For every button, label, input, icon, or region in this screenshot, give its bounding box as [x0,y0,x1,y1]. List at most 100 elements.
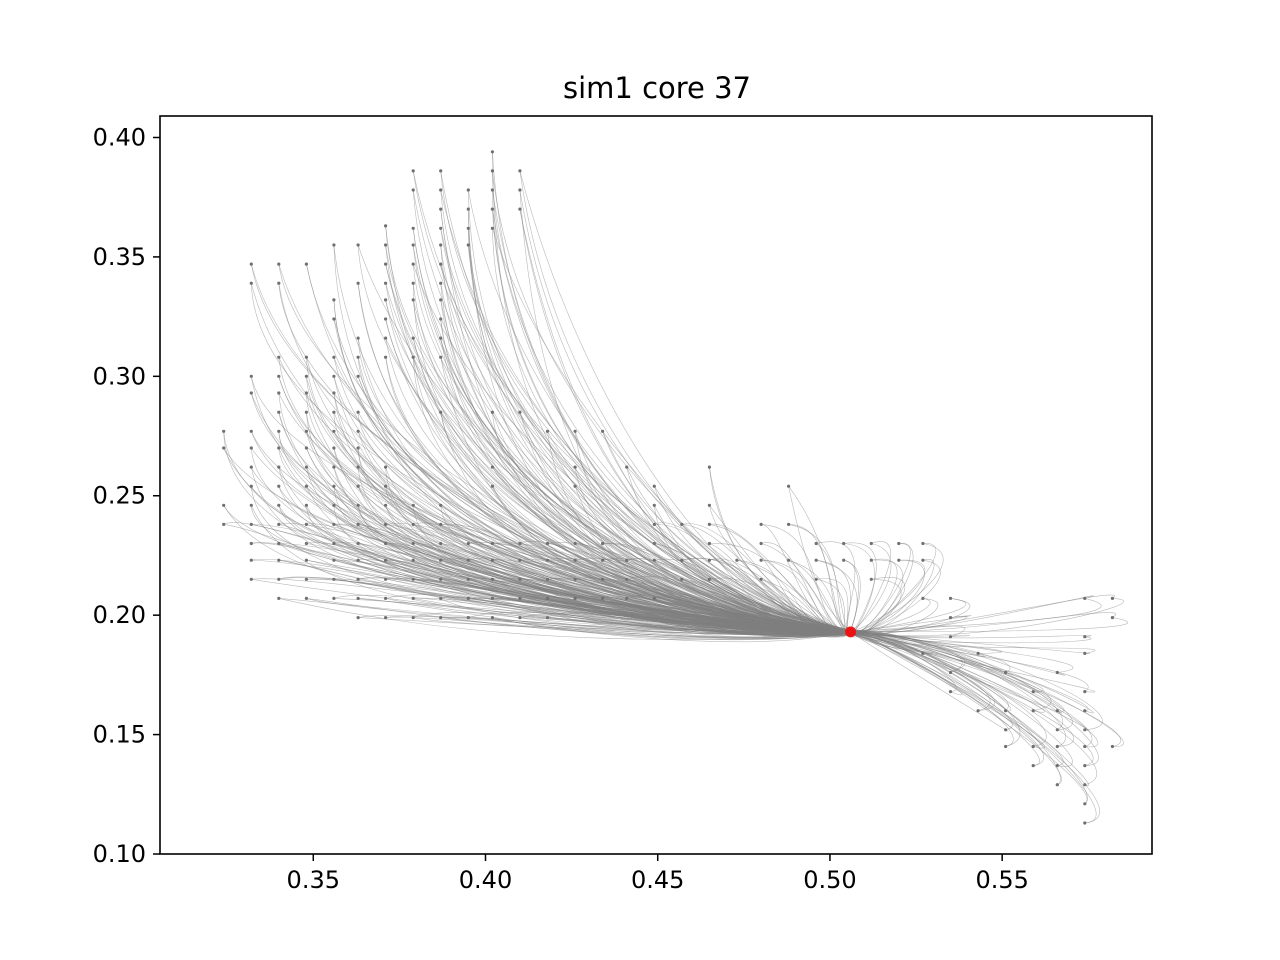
start-point [814,541,818,546]
trajectory-line [681,579,850,638]
start-point [356,616,360,620]
y-tick-label: 0.35 [93,243,146,271]
start-point [1004,670,1008,675]
trajectory-line [736,559,848,632]
trajectory-line [788,486,852,633]
start-point [332,522,336,527]
start-point [466,188,470,192]
trajectory-lines [223,151,1129,824]
y-tick-label: 0.25 [93,482,146,510]
start-point [384,355,388,359]
start-point [625,558,629,562]
start-point [356,410,360,414]
start-point [439,616,443,620]
start-point [573,465,577,469]
start-point [466,596,470,601]
trajectory-line [440,596,853,631]
start-point [277,558,281,562]
trajectory-line [440,617,853,637]
start-point [356,558,360,562]
start-point [1110,616,1114,620]
start-point [439,207,443,211]
trajectory-line [849,617,1129,632]
y-tick-label: 0.20 [93,601,146,629]
start-point [545,616,550,620]
start-point [842,541,846,546]
start-point [411,541,415,546]
start-point [277,410,281,414]
end-cluster [845,626,857,638]
start-point [652,596,656,601]
start-point [411,522,415,527]
start-point [411,169,415,173]
trajectory-line [519,613,854,633]
start-point [304,503,308,507]
trajectory-line [278,598,850,640]
start-point [439,169,443,173]
start-point [948,616,953,620]
start-point [304,577,308,581]
start-point [384,298,388,302]
start-point [439,577,443,581]
start-point [439,596,443,601]
start-point [1004,728,1008,732]
start-point [304,596,308,601]
start-point [356,281,360,285]
start-point [439,336,443,340]
start-point [304,391,308,395]
start-point [356,243,360,247]
start-point [356,577,360,581]
start-points [222,150,1114,825]
start-point [356,522,360,527]
start-point [411,558,415,562]
start-point [1083,651,1087,656]
start-point [277,355,281,359]
start-point [384,596,388,601]
start-point [439,298,443,302]
start-point [249,446,253,450]
y-tick-label: 0.10 [93,840,146,868]
trajectory-line [385,616,853,639]
start-point [304,410,308,414]
start-point [332,446,336,450]
start-point [518,207,522,211]
start-point [304,355,308,359]
trajectory-line [575,577,853,632]
start-point [439,558,443,562]
start-point [545,558,550,562]
start-point [384,224,388,228]
trajectory-line [709,467,849,634]
start-point [759,522,763,527]
start-point [1004,709,1008,713]
start-point [625,465,629,469]
start-point [573,541,577,546]
start-point [601,541,605,546]
start-point [1055,728,1059,732]
start-point [332,465,336,469]
start-point [249,465,253,469]
start-point [518,596,522,601]
trajectory-line [849,543,914,636]
start-point [1110,744,1114,749]
start-point [1083,764,1087,768]
trajectory-line [851,595,1094,635]
start-point [384,503,388,507]
trajectory-line [468,617,853,640]
start-point [814,577,818,581]
start-point [490,484,494,488]
start-point [1055,783,1059,787]
start-point [277,374,281,378]
start-point [384,522,388,527]
start-point [466,541,470,546]
start-point [625,577,629,581]
start-point [787,558,791,562]
trajectory-line [709,558,853,632]
y-tick-label: 0.40 [93,123,146,151]
start-point [356,446,360,450]
start-point [249,484,253,488]
trajectory-line [519,617,851,634]
start-point [439,503,443,507]
start-point [439,262,443,266]
start-point [222,429,226,433]
start-point [869,577,873,581]
